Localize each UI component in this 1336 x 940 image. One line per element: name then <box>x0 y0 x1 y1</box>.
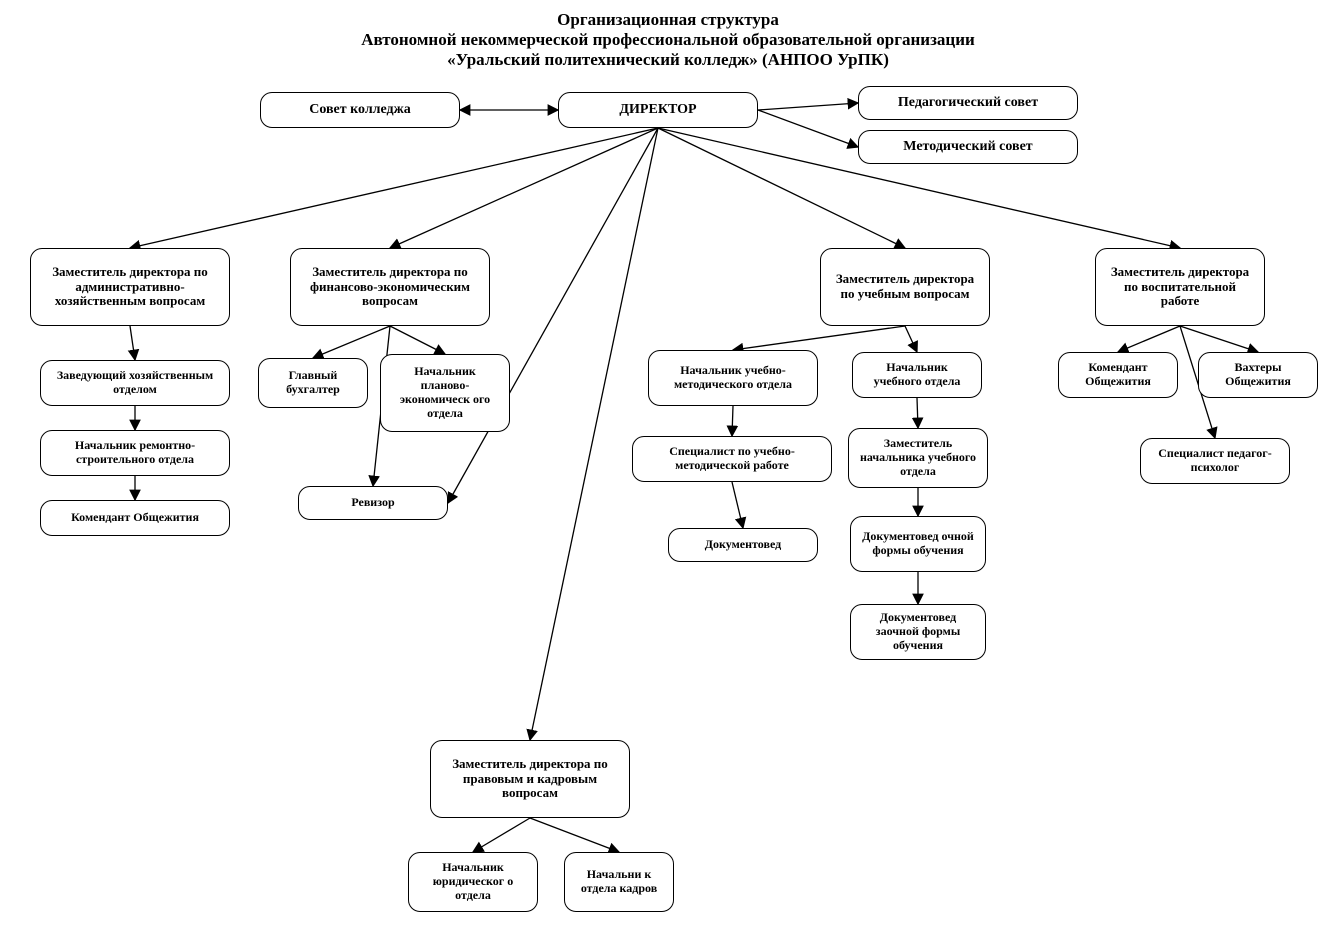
node-doc_zaochn: Документовед заочной формы обучения <box>850 604 986 660</box>
edge-director-zam_prav <box>530 128 658 740</box>
edge-zam_fin-glav_buh <box>313 326 390 358</box>
edge-zam_vosp-vahtery <box>1180 326 1258 352</box>
node-komendant1: Комендант Общежития <box>40 500 230 536</box>
node-zam_ucheb: Заместитель директора по учебным вопроса… <box>820 248 990 326</box>
node-zam_prav: Заместитель директора по правовым и кадр… <box>430 740 630 818</box>
edge-nach_umo-spec_umo <box>732 406 733 436</box>
edge-spec_umo-documentoved <box>732 482 743 528</box>
edge-zam_ahr-zav_hoz <box>130 326 135 360</box>
edge-director-ped_sovet <box>758 103 858 110</box>
edge-director-zam_fin <box>390 128 658 248</box>
edge-zam_vosp-komendant2 <box>1118 326 1180 352</box>
node-nach_plan: Начальник планово-экономическ ого отдела <box>380 354 510 432</box>
title-line-3: «Уральский политехнический колледж» (АНП… <box>0 50 1336 70</box>
edge-zam_ucheb-nach_uo <box>905 326 917 352</box>
node-nach_kadrov: Начальни к отдела кадров <box>564 852 674 912</box>
node-zam_vosp: Заместитель директора по воспитательной … <box>1095 248 1265 326</box>
node-doc_ochn: Документовед очной формы обучения <box>850 516 986 572</box>
org-chart-canvas: Организационная структура Автономной нек… <box>0 0 1336 940</box>
edge-director-metod_sovet <box>758 110 858 147</box>
node-zam_nach_uo: Заместитель начальника учебного отдела <box>848 428 988 488</box>
node-zam_ahr: Заместитель директора по административно… <box>30 248 230 326</box>
edge-zam_prav-nach_jur <box>473 818 530 852</box>
node-glav_buh: Главный бухгалтер <box>258 358 368 408</box>
node-nach_uo: Начальник учебного отдела <box>852 352 982 398</box>
node-zav_hoz: Заведующий хозяйственным отделом <box>40 360 230 406</box>
node-revizor: Ревизор <box>298 486 448 520</box>
title-line-1: Организационная структура <box>0 10 1336 30</box>
node-sovet_kolledzha: Совет колледжа <box>260 92 460 128</box>
title-line-2: Автономной некоммерческой профессиональн… <box>0 30 1336 50</box>
node-spec_umo: Специалист по учебно-методической работе <box>632 436 832 482</box>
node-ped_psiholog: Специалист педагог-психолог <box>1140 438 1290 484</box>
edge-nach_uo-zam_nach_uo <box>917 398 918 428</box>
edge-zam_ucheb-nach_umo <box>733 326 905 350</box>
node-nach_rem: Начальник ремонтно-строительного отдела <box>40 430 230 476</box>
node-director: ДИРЕКТОР <box>558 92 758 128</box>
node-documentoved: Документовед <box>668 528 818 562</box>
node-zam_fin: Заместитель директора по финансово-эконо… <box>290 248 490 326</box>
node-nach_jur: Начальник юридическог о отдела <box>408 852 538 912</box>
node-nach_umo: Начальник учебно-методического отдела <box>648 350 818 406</box>
node-vahtery: Вахтеры Общежития <box>1198 352 1318 398</box>
edge-zam_fin-nach_plan <box>390 326 445 354</box>
node-komendant2: Комендант Общежития <box>1058 352 1178 398</box>
node-metod_sovet: Методический совет <box>858 130 1078 164</box>
edge-director-zam_ahr <box>130 128 658 248</box>
node-ped_sovet: Педагогический совет <box>858 86 1078 120</box>
edge-zam_prav-nach_kadrov <box>530 818 619 852</box>
